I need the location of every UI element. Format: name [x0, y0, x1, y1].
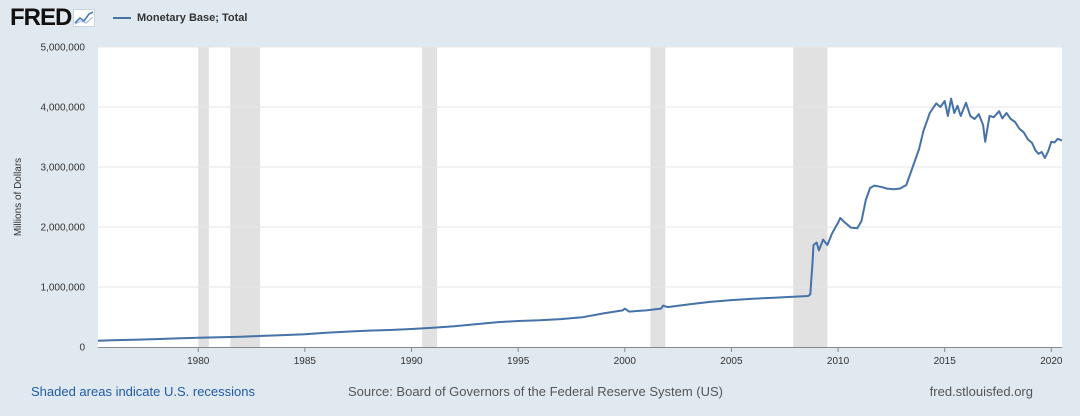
x-tick-label: 1985 [294, 356, 317, 367]
recession-band [422, 47, 438, 347]
chart-header: FRED Monetary Base; Total [0, 0, 1080, 38]
y-axis-label: Millions of Dollars [13, 158, 24, 236]
recession-band [650, 47, 666, 347]
y-tick-label: 1,000,000 [41, 283, 86, 294]
x-tick-label: 1995 [507, 356, 530, 367]
x-tick-label: 1980 [187, 356, 210, 367]
source-text: Source: Board of Governors of the Federa… [348, 384, 723, 399]
chart-legend: Monetary Base; Total [113, 10, 247, 26]
x-tick-label: 2020 [1040, 356, 1063, 367]
x-tick-label: 2000 [614, 356, 637, 367]
y-tick-label: 5,000,000 [41, 43, 86, 54]
x-tick-label: 2005 [720, 356, 743, 367]
site-link[interactable]: fred.stlouisfed.org [929, 384, 1033, 399]
line-chart: 0 1,000,000 2,000,000 3,000,000 4,000,000 5,0… [13, 43, 1063, 368]
fred-logo[interactable]: FRED [10, 4, 96, 32]
y-tick-label: 0 [79, 343, 85, 354]
fred-wordmark: FRED [10, 4, 72, 31]
y-tick-label: 4,000,000 [41, 103, 86, 114]
line-chart-icon [73, 9, 96, 27]
recession-band [793, 47, 828, 347]
recessions-link[interactable]: Shaded areas indicate U.S. recessions [31, 384, 256, 399]
recession-band [230, 47, 261, 347]
recession-band [198, 47, 209, 347]
y-tick-label: 2,000,000 [41, 223, 86, 234]
x-tick-label: 2015 [934, 356, 957, 367]
series-line [97, 97, 1063, 342]
y-tick-label: 3,000,000 [41, 163, 86, 174]
legend-swatch [113, 17, 131, 19]
legend-label: Monetary Base; Total [137, 12, 248, 24]
x-tick-label: 2010 [827, 356, 850, 367]
x-tick-label: 1990 [400, 356, 423, 367]
